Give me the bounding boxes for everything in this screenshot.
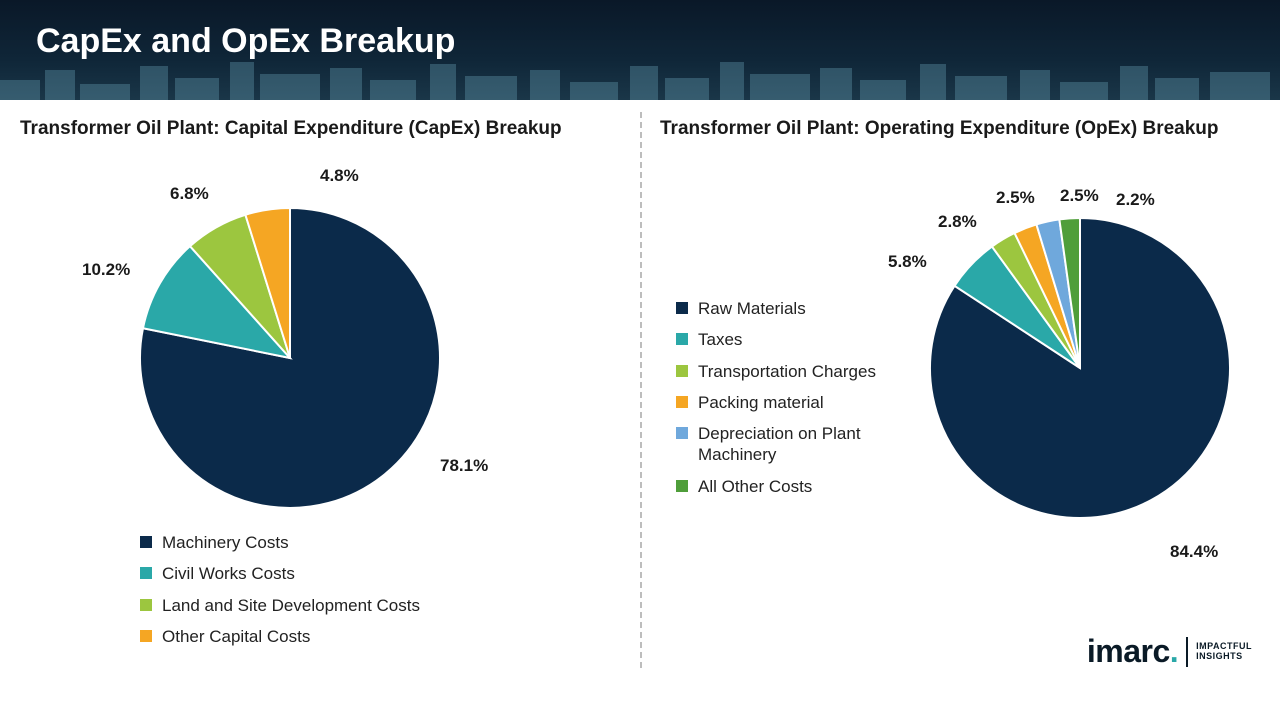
slice-pct-label: 6.8% <box>170 184 209 204</box>
legend-label: Taxes <box>698 329 742 350</box>
capex-pie <box>20 148 620 548</box>
legend-item: Taxes <box>676 329 896 350</box>
legend-item: Transportation Charges <box>676 361 896 382</box>
opex-legend: Raw Materials Taxes Transportation Charges… <box>676 298 896 507</box>
legend-swatch <box>676 333 688 345</box>
legend-item: Civil Works Costs <box>140 563 420 584</box>
legend-label: Machinery Costs <box>162 532 289 553</box>
legend-item: Land and Site Development Costs <box>140 595 420 616</box>
brand-tagline: IMPACTFUL INSIGHTS <box>1196 642 1252 662</box>
brand-separator <box>1186 637 1188 667</box>
slice-pct-label: 2.2% <box>1116 190 1155 210</box>
legend-swatch <box>140 536 152 548</box>
slice-pct-label: 2.5% <box>996 188 1035 208</box>
opex-pie-wrap: 84.4% 5.8% 2.8% 2.5% 2.5% 2.2% Raw Materials T… <box>660 148 1280 668</box>
legend-label: Civil Works Costs <box>162 563 295 584</box>
legend-item: Machinery Costs <box>140 532 420 553</box>
legend-swatch <box>676 396 688 408</box>
capex-panel: Transformer Oil Plant: Capital Expenditu… <box>0 100 640 680</box>
brand-footer: imarc. IMPACTFUL INSIGHTS <box>1087 633 1252 670</box>
legend-swatch <box>676 427 688 439</box>
page-title: CapEx and OpEx Breakup <box>0 0 1280 61</box>
legend-swatch <box>676 480 688 492</box>
slice-pct-label: 84.4% <box>1170 542 1218 562</box>
capex-legend: Machinery Costs Civil Works Costs Land and… <box>140 532 420 657</box>
capex-title: Transformer Oil Plant: Capital Expenditu… <box>20 118 620 140</box>
slice-pct-label: 10.2% <box>82 260 130 280</box>
legend-swatch <box>676 302 688 314</box>
opex-panel: Transformer Oil Plant: Operating Expendi… <box>640 100 1280 680</box>
legend-label: All Other Costs <box>698 476 812 497</box>
capex-pie-wrap: 78.1% 10.2% 6.8% 4.8% Machinery Costs Civil … <box>20 148 620 668</box>
legend-label: Land and Site Development Costs <box>162 595 420 616</box>
legend-swatch <box>140 599 152 611</box>
legend-label: Packing material <box>698 392 824 413</box>
slice-pct-label: 4.8% <box>320 166 359 186</box>
legend-item: Packing material <box>676 392 896 413</box>
opex-title: Transformer Oil Plant: Operating Expendi… <box>660 118 1260 140</box>
legend-swatch <box>140 567 152 579</box>
slice-pct-label: 2.8% <box>938 212 977 232</box>
legend-item: Raw Materials <box>676 298 896 319</box>
header: CapEx and OpEx Breakup <box>0 0 1280 100</box>
brand-logo: imarc. <box>1087 633 1178 670</box>
charts-area: Transformer Oil Plant: Capital Expenditu… <box>0 100 1280 680</box>
legend-swatch <box>676 365 688 377</box>
legend-label: Raw Materials <box>698 298 806 319</box>
legend-swatch <box>140 630 152 642</box>
slice-pct-label: 78.1% <box>440 456 488 476</box>
skyline-decoration <box>0 60 1280 100</box>
legend-item: All Other Costs <box>676 476 896 497</box>
legend-item: Depreciation on Plant Machinery <box>676 423 896 466</box>
legend-label: Other Capital Costs <box>162 626 310 647</box>
slice-pct-label: 2.5% <box>1060 186 1099 206</box>
legend-item: Other Capital Costs <box>140 626 420 647</box>
slice-pct-label: 5.8% <box>888 252 927 272</box>
legend-label: Depreciation on Plant Machinery <box>698 423 896 466</box>
legend-label: Transportation Charges <box>698 361 876 382</box>
